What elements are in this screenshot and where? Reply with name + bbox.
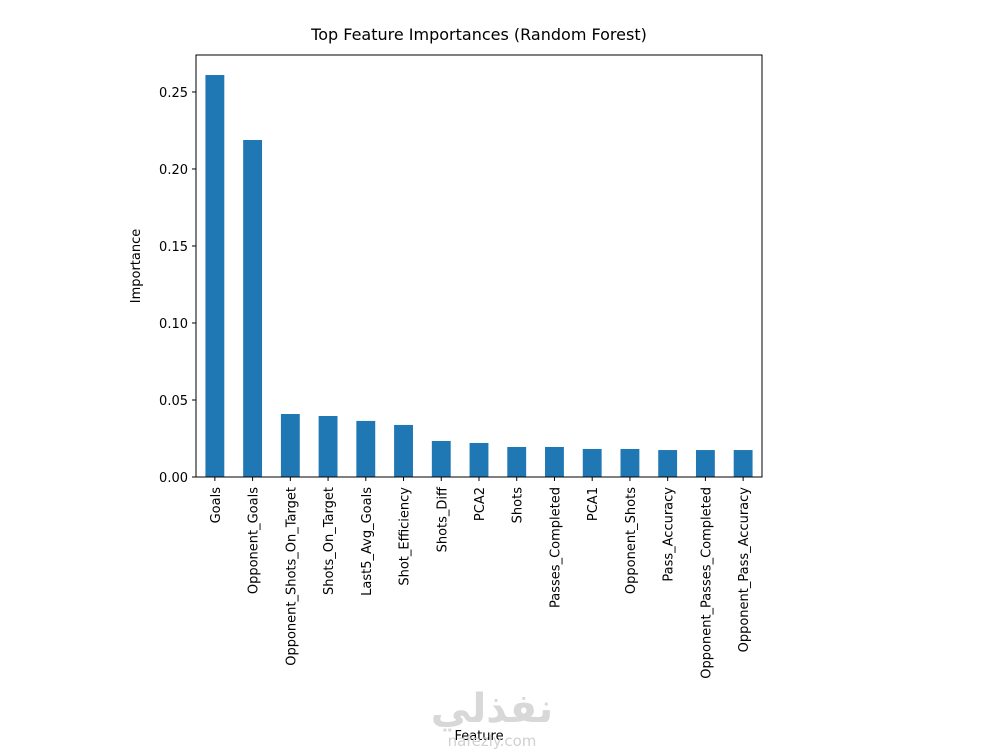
bar	[280, 414, 300, 477]
x-tick-label: Opponent_Shots_On_Target	[284, 487, 299, 666]
bar	[205, 75, 225, 477]
x-tick-label: Shots_Diff	[435, 486, 450, 552]
x-tick-label: Opponent_Passes_Completed	[699, 487, 714, 679]
x-tick-label: Opponent_Goals	[247, 487, 262, 594]
bar	[356, 420, 376, 477]
y-tick-label: 0.00	[159, 471, 188, 486]
bar	[695, 450, 715, 477]
x-tick-label: Last5_Avg_Goals	[360, 487, 375, 596]
bar	[469, 442, 489, 477]
bar	[582, 448, 602, 477]
x-tick-label: Shots_On_Target	[322, 487, 337, 595]
watermark: نفذلي	[431, 686, 553, 732]
bar	[318, 416, 338, 477]
y-tick-label: 0.20	[159, 163, 188, 178]
bar	[733, 450, 753, 477]
bar	[620, 448, 640, 477]
x-tick-label: PCA1	[586, 487, 601, 521]
bar	[658, 450, 678, 477]
x-tick-label: Shot_Efficiency	[398, 487, 413, 586]
watermark-url: nafezly.com	[448, 732, 537, 750]
y-tick-label: 0.05	[159, 394, 188, 409]
y-tick-label: 0.15	[159, 240, 188, 255]
chart-title: Top Feature Importances (Random Forest)	[310, 25, 647, 44]
bar	[507, 446, 527, 477]
x-tick-label: Opponent_Shots	[624, 487, 639, 594]
bar	[431, 440, 451, 477]
y-tick-label: 0.25	[159, 86, 188, 101]
plot-frame	[195, 54, 763, 478]
x-tick-label: Passes_Completed	[548, 487, 563, 608]
x-tick-label: Goals	[209, 487, 224, 524]
y-tick-label: 0.10	[159, 317, 188, 332]
bar	[545, 446, 564, 477]
x-tick-label: PCA2	[473, 487, 488, 521]
bar	[243, 140, 263, 477]
y-axis-label: Importance	[129, 229, 144, 304]
bar	[394, 424, 413, 477]
x-tick-label: Pass_Accuracy	[662, 487, 677, 582]
x-tick-label: Opponent_Pass_Accuracy	[737, 487, 752, 653]
x-axis-label: Feature	[454, 729, 503, 744]
x-tick-label: Shots	[511, 487, 526, 524]
